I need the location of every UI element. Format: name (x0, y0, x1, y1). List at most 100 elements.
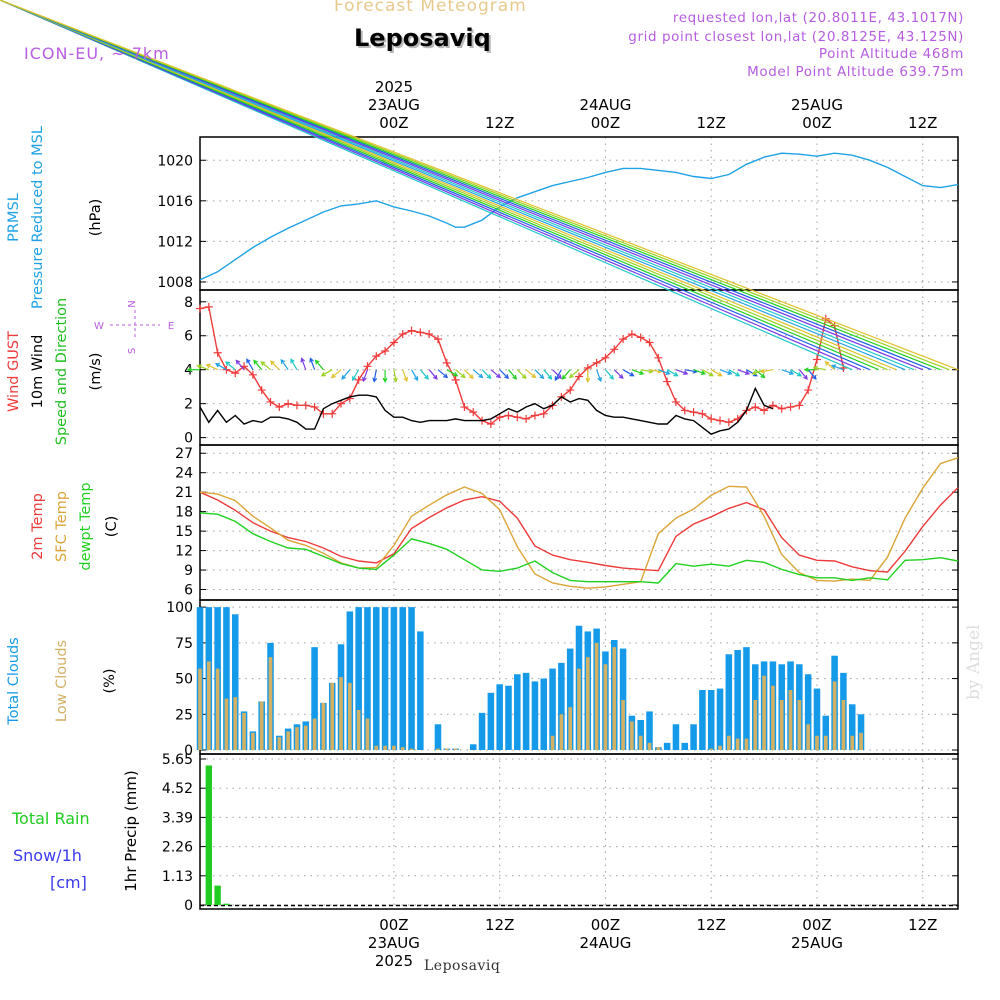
y-tick-label: 1.13 (162, 869, 193, 885)
panel-label: SFC Temp (54, 491, 70, 562)
gust-marker (328, 409, 337, 418)
wind-arrow (508, 369, 517, 380)
wind-arrow (719, 369, 732, 375)
panel-label: (%) (102, 668, 118, 693)
low-cloud-bar (277, 737, 282, 750)
gust-marker (760, 406, 769, 415)
bottom-time-label: 2025 (375, 952, 413, 970)
y-tick-label: 21 (175, 485, 193, 501)
wind-arrow (702, 369, 714, 377)
gust-marker (257, 386, 266, 395)
wind-arrow-head (561, 374, 567, 380)
panel-label: Total Clouds (6, 637, 22, 725)
y-tick-label: 25 (175, 707, 193, 723)
y-tick-label: 3.39 (162, 810, 193, 826)
wind-arrow-head (246, 358, 251, 364)
gust-marker (786, 403, 795, 412)
wind-arrow (455, 369, 466, 378)
wind-arrow (666, 369, 678, 377)
panel-frame-temperature (199, 444, 959, 601)
wind-arrow-head (751, 370, 757, 375)
low-cloud-bar (718, 745, 722, 750)
panel-label: (m/s) (88, 353, 104, 391)
total-cloud-bar (231, 614, 239, 750)
wind-arrow-head (618, 374, 624, 380)
low-cloud-bar (771, 685, 775, 750)
gust-marker (451, 375, 460, 384)
gust-marker (284, 399, 293, 408)
wind-arrow (301, 358, 307, 370)
total-cloud-bar (311, 647, 318, 750)
gust-marker (442, 358, 451, 367)
gust-marker (381, 347, 390, 356)
wind-arrow (197, 365, 210, 371)
wind-arrow (352, 369, 360, 381)
wind-arrow (419, 369, 429, 380)
wind-arrow-head (413, 376, 419, 382)
low-cloud-bar (330, 682, 335, 750)
gust-marker (671, 397, 680, 406)
wind-arrow-head (717, 371, 723, 377)
low-cloud-bar (577, 668, 581, 750)
gust-marker (663, 377, 672, 386)
wind-arrow-head (468, 374, 474, 380)
top-time-label: 12Z (485, 114, 514, 132)
total-cloud-bar (434, 724, 442, 750)
wind-arrow-head (290, 358, 295, 364)
low-cloud-bar (365, 718, 370, 750)
panel-label: (C) (104, 516, 120, 537)
total-cloud-bar (716, 688, 724, 750)
low-cloud-bar (647, 742, 652, 750)
compass-cross (110, 310, 160, 340)
total-cloud-bar (417, 631, 424, 750)
low-cloud-bar (215, 668, 220, 750)
point-altitude: Point Altitude 468m (818, 46, 964, 62)
low-cloud-bar (753, 700, 758, 750)
low-cloud-bar (374, 745, 379, 750)
wind-arrow-head (186, 367, 192, 373)
gust-marker (575, 372, 583, 381)
gust-marker (627, 330, 636, 339)
y-tick-label: 2.26 (162, 840, 193, 856)
requested-coords: requested lon,lat (20.8011E, 43.1017N) (672, 10, 964, 26)
low-cloud-bar (727, 735, 731, 750)
wind-arrow-head (496, 373, 502, 379)
wind-arrow-head (597, 376, 602, 383)
gust-marker (689, 408, 698, 417)
y-tick-label: 6 (184, 583, 193, 599)
wind-arrow (411, 369, 419, 381)
bottom-time-label: 23AUG (368, 934, 420, 952)
wind-arrow (321, 369, 333, 377)
footer-location: Leposaviq (424, 958, 501, 974)
wind-arrow (693, 369, 706, 375)
wind-arrow-head (639, 370, 645, 375)
wind-arrow (640, 369, 653, 373)
low-cloud-bar (392, 745, 396, 750)
wind-arrow (225, 361, 236, 371)
gust-marker (486, 420, 495, 429)
low-cloud-bar (339, 677, 343, 750)
total-cloud-bar (487, 692, 495, 750)
gust-marker (425, 330, 434, 339)
series-dewpt (199, 512, 959, 584)
wind-arrow (569, 369, 580, 378)
compass-south: S (127, 348, 138, 354)
y-tick-label: 18 (175, 505, 193, 521)
wind-arrow-head (796, 371, 803, 377)
wind-arrow-head (585, 377, 591, 383)
gust-marker (310, 403, 319, 412)
wind-arrow-head (830, 364, 837, 369)
gust-marker (777, 404, 786, 413)
gust-marker (680, 406, 689, 415)
gust-marker (539, 409, 548, 418)
wind-arrow (246, 359, 254, 370)
wind-arrow-head (432, 374, 438, 380)
total-cloud-bar (804, 674, 812, 750)
wind-arrow (534, 369, 544, 379)
wind-arrow (280, 359, 289, 371)
wind-arrow-head (403, 376, 409, 383)
low-cloud-bar (594, 642, 599, 750)
total-cloud-bar (522, 672, 530, 750)
gust-marker (654, 353, 663, 362)
low-cloud-bar (400, 747, 405, 750)
